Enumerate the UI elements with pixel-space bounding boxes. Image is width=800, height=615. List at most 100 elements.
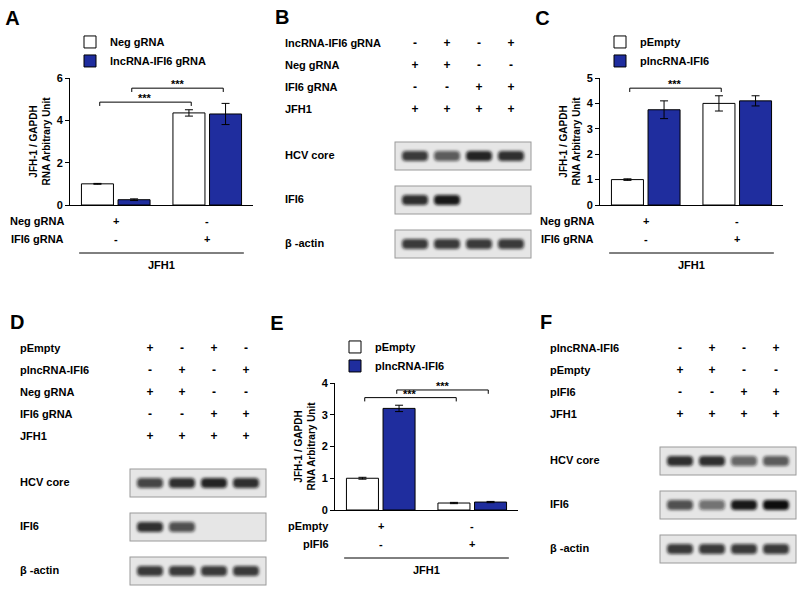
svg-text:+: +: [708, 363, 715, 377]
svg-text:Neg gRNA: Neg gRNA: [110, 36, 164, 48]
svg-text:+: +: [507, 102, 514, 116]
svg-text:A: A: [5, 7, 19, 29]
svg-text:+: +: [146, 341, 153, 355]
svg-text:***: ***: [171, 78, 185, 90]
svg-text:-: -: [445, 80, 449, 94]
svg-text:pEmpty: pEmpty: [550, 364, 591, 376]
svg-text:-: -: [379, 538, 383, 550]
svg-text:+: +: [146, 385, 153, 399]
svg-text:JFH-1 / GAPDHRNA Arbitrary Uni: JFH-1 / GAPDHRNA Arbitrary Unit: [28, 97, 52, 186]
svg-text:***: ***: [668, 78, 682, 90]
svg-text:F: F: [540, 311, 552, 333]
svg-text:-: -: [180, 341, 184, 355]
svg-text:+: +: [507, 80, 514, 94]
svg-text:-: -: [477, 36, 481, 50]
svg-text:+: +: [178, 429, 185, 443]
svg-text:+: +: [204, 233, 210, 245]
svg-text:***: ***: [138, 92, 152, 104]
svg-text:-: -: [742, 363, 746, 377]
svg-text:-: -: [413, 36, 417, 50]
svg-text:IFI6 gRNA: IFI6 gRNA: [541, 233, 594, 245]
svg-text:5: 5: [587, 72, 593, 84]
svg-text:+: +: [113, 215, 119, 227]
svg-text:-: -: [413, 80, 417, 94]
svg-text:JFH1: JFH1: [413, 564, 440, 576]
svg-text:+: +: [210, 429, 217, 443]
svg-text:3: 3: [322, 409, 328, 421]
svg-text:-: -: [205, 215, 209, 227]
svg-text:lncRNA-IFI6 gRNA: lncRNA-IFI6 gRNA: [285, 37, 381, 49]
svg-text:+: +: [242, 363, 249, 377]
svg-text:0: 0: [57, 199, 63, 211]
svg-text:pEmpty: pEmpty: [375, 341, 416, 353]
svg-text:plncRNA-IFI6: plncRNA-IFI6: [640, 55, 709, 67]
svg-text:4: 4: [587, 97, 594, 109]
svg-text:+: +: [734, 233, 740, 245]
svg-text:-: -: [509, 58, 513, 72]
svg-text:Neg gRNA: Neg gRNA: [540, 215, 594, 227]
svg-text:IFI6: IFI6: [285, 193, 304, 205]
svg-text:3: 3: [587, 123, 593, 135]
svg-text:-: -: [742, 341, 746, 355]
svg-text:-: -: [774, 363, 778, 377]
svg-text:-: -: [212, 385, 216, 399]
svg-text:plncRNA-IFI6: plncRNA-IFI6: [375, 360, 444, 372]
svg-text:+: +: [146, 429, 153, 443]
svg-text:HCV core: HCV core: [550, 454, 600, 466]
svg-text:2: 2: [587, 148, 593, 160]
svg-text:Neg gRNA: Neg gRNA: [10, 215, 64, 227]
svg-text:4: 4: [57, 114, 64, 126]
svg-text:-: -: [470, 520, 474, 532]
svg-text:+: +: [772, 407, 779, 421]
svg-text:Neg gRNA: Neg gRNA: [20, 386, 74, 398]
svg-text:+: +: [178, 363, 185, 377]
svg-text:+: +: [210, 407, 217, 421]
svg-text:+: +: [643, 215, 649, 227]
svg-text:-: -: [678, 385, 682, 399]
svg-text:-: -: [244, 341, 248, 355]
svg-text:+: +: [411, 58, 418, 72]
svg-text:β -actin: β -actin: [285, 237, 324, 249]
svg-text:***: ***: [436, 380, 450, 392]
svg-text:pIFI6: pIFI6: [550, 386, 576, 398]
svg-text:IFI6: IFI6: [550, 498, 569, 510]
svg-text:IFI6 gRNA: IFI6 gRNA: [285, 81, 338, 93]
svg-text:-: -: [148, 363, 152, 377]
svg-text:-: -: [710, 385, 714, 399]
svg-text:1: 1: [587, 173, 593, 185]
svg-text:β -actin: β -actin: [550, 542, 589, 554]
svg-text:JFH1: JFH1: [285, 103, 312, 115]
svg-text:lncRNA-IFI6 gRNA: lncRNA-IFI6 gRNA: [110, 55, 206, 67]
svg-text:E: E: [270, 312, 283, 334]
svg-text:+: +: [469, 538, 475, 550]
svg-text:C: C: [535, 7, 549, 29]
svg-text:JFH1: JFH1: [148, 259, 175, 271]
svg-text:D: D: [10, 311, 24, 333]
svg-text:+: +: [475, 102, 482, 116]
svg-text:JFH1: JFH1: [678, 259, 705, 271]
svg-text:+: +: [443, 102, 450, 116]
svg-text:2: 2: [57, 157, 63, 169]
svg-text:pEmpty: pEmpty: [20, 342, 61, 354]
svg-text:B: B: [275, 6, 289, 28]
svg-text:IFI6 gRNA: IFI6 gRNA: [11, 233, 64, 245]
svg-text:+: +: [676, 407, 683, 421]
svg-text:2: 2: [322, 440, 328, 452]
svg-text:+: +: [708, 407, 715, 421]
svg-text:-: -: [180, 407, 184, 421]
svg-text:JFH1: JFH1: [20, 430, 47, 442]
svg-text:pEmpty: pEmpty: [288, 520, 329, 532]
svg-text:+: +: [411, 102, 418, 116]
svg-text:***: ***: [403, 388, 417, 400]
svg-text:IFI6: IFI6: [20, 520, 39, 532]
svg-text:HCV core: HCV core: [285, 149, 335, 161]
svg-text:+: +: [507, 36, 514, 50]
svg-text:6: 6: [57, 72, 63, 84]
svg-text:Neg gRNA: Neg gRNA: [285, 59, 339, 71]
svg-text:HCV core: HCV core: [20, 476, 70, 488]
svg-text:0: 0: [322, 504, 328, 516]
svg-text:JFH-1 / GAPDHRNA Arbitrary Uni: JFH-1 / GAPDHRNA Arbitrary Unit: [558, 97, 582, 186]
svg-text:β -actin: β -actin: [20, 564, 59, 576]
svg-text:-: -: [244, 385, 248, 399]
svg-text:+: +: [772, 385, 779, 399]
